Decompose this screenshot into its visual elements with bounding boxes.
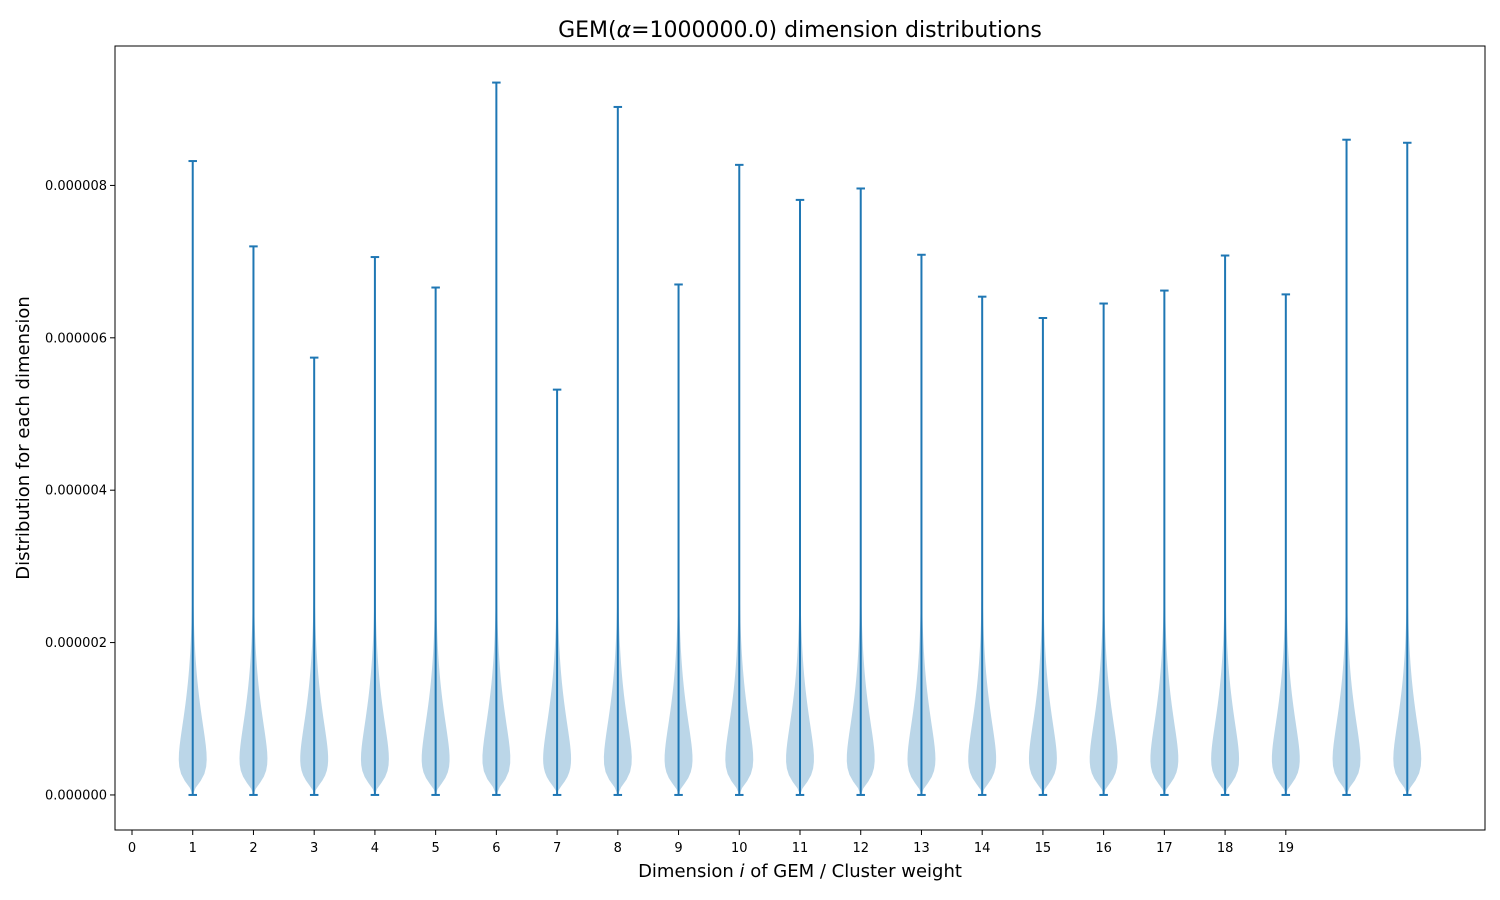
x-tick-label: 2 [249,841,257,856]
x-tick-label: 16 [1095,841,1112,856]
y-axis: 0.000000 0.000002 0.000004 0.000006 0.000008 [45,179,115,803]
x-tick-label: 1 [189,841,197,856]
x-tick-label: 13 [913,841,930,856]
y-tick-label: 0.000002 [45,636,107,651]
x-tick-label: 5 [431,841,439,856]
y-tick-label: 0.000008 [45,179,107,194]
y-tick-label: 0.000004 [45,484,107,499]
x-tick-label: 14 [974,841,991,856]
x-tick-label: 3 [310,841,318,856]
x-tick-label: 15 [1035,841,1052,856]
y-axis-label: Distribution for each dimension [13,296,34,580]
x-tick-label: 0 [128,841,136,856]
x-tick-label: 10 [731,841,748,856]
chart-title: GEM(α=1000000.0) dimension distributions [558,18,1042,43]
x-tick-label: 11 [792,841,809,856]
x-tick-label: 12 [852,841,869,856]
x-axis-label: Dimension i of GEM / Cluster weight [638,861,962,882]
x-tick-label: 19 [1278,841,1295,856]
x-tick-label: 4 [371,841,379,856]
violin-series [178,81,1422,796]
x-axis: 0 1 2 3 4 5 6 7 8 9 10 11 12 13 14 15 16 17 18 19 [128,830,1294,856]
x-tick-label: 6 [492,841,500,856]
x-tick-label: 18 [1217,841,1234,856]
x-tick-label: 7 [553,841,561,856]
y-tick-label: 0.000000 [45,788,107,803]
y-tick-label: 0.000006 [45,331,107,346]
x-tick-label: 8 [614,841,622,856]
x-tick-label: 9 [674,841,682,856]
x-tick-label: 17 [1156,841,1173,856]
